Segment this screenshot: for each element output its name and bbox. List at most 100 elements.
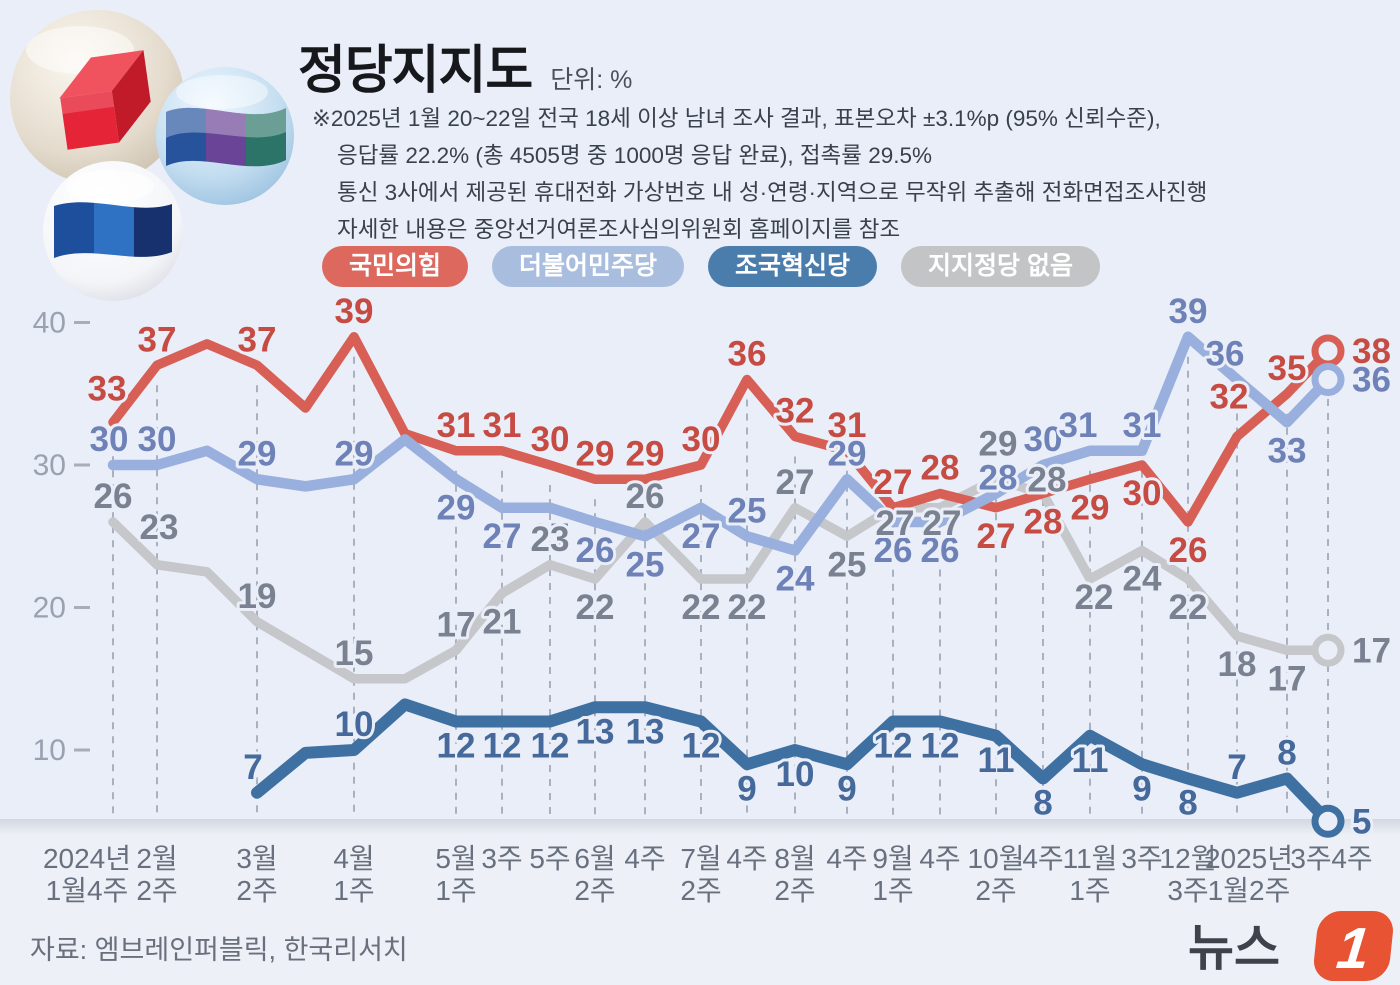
- svg-text:24: 24: [776, 560, 815, 599]
- svg-text:23: 23: [140, 508, 179, 547]
- svg-text:6월: 6월: [574, 843, 615, 874]
- header: 정당지지도 단위: %: [298, 28, 632, 103]
- svg-text:37: 37: [238, 320, 277, 359]
- svg-text:31: 31: [828, 406, 867, 445]
- svg-text:22: 22: [728, 588, 767, 627]
- svg-text:26: 26: [576, 531, 615, 570]
- svg-text:3주: 3주: [1121, 843, 1162, 874]
- source-credit: 자료: 엠브레인퍼블릭, 한국리서치: [30, 935, 408, 965]
- svg-text:26: 26: [921, 531, 960, 570]
- series-line-조국혁신당: [251, 698, 1334, 828]
- svg-text:3월: 3월: [236, 843, 277, 874]
- svg-text:2주: 2주: [136, 875, 177, 906]
- svg-text:29: 29: [335, 434, 374, 473]
- svg-text:9: 9: [737, 769, 756, 808]
- svg-text:2주: 2주: [774, 875, 815, 906]
- svg-text:39: 39: [335, 292, 374, 331]
- svg-text:12: 12: [531, 727, 570, 766]
- svg-text:8: 8: [1178, 784, 1197, 823]
- svg-text:5월: 5월: [435, 843, 476, 874]
- svg-text:17: 17: [1268, 659, 1307, 698]
- svg-text:5: 5: [1352, 802, 1371, 841]
- series-line-국민의힘: [108, 332, 1333, 527]
- svg-text:1월4주: 1월4주: [46, 875, 129, 906]
- svg-text:13: 13: [626, 712, 665, 751]
- svg-text:28: 28: [979, 459, 1018, 498]
- news1-logo-mark: 1: [1313, 911, 1393, 981]
- legend-pill-rkp: 조국혁신당: [708, 246, 878, 287]
- svg-text:12: 12: [483, 727, 522, 766]
- svg-text:38: 38: [1352, 332, 1391, 371]
- svg-text:12: 12: [921, 727, 960, 766]
- svg-text:4주: 4주: [826, 843, 867, 874]
- svg-text:1월2주: 1월2주: [1208, 875, 1291, 906]
- svg-text:28: 28: [921, 449, 960, 488]
- svg-text:25: 25: [728, 491, 767, 530]
- svg-text:26: 26: [94, 477, 133, 516]
- svg-text:19: 19: [238, 577, 277, 616]
- svg-text:30: 30: [138, 420, 177, 459]
- svg-text:22: 22: [576, 588, 615, 627]
- svg-text:13: 13: [576, 712, 615, 751]
- svg-text:25: 25: [626, 545, 665, 584]
- svg-text:12월: 12월: [1160, 843, 1217, 874]
- svg-text:11: 11: [1072, 741, 1109, 780]
- svg-text:31: 31: [1123, 406, 1162, 445]
- svg-text:4주: 4주: [919, 843, 960, 874]
- ppp-logo-badge: [10, 10, 184, 184]
- svg-text:3주: 3주: [1167, 875, 1208, 906]
- svg-text:29: 29: [437, 488, 476, 527]
- svg-text:33: 33: [88, 369, 127, 408]
- svg-text:27: 27: [923, 504, 962, 543]
- svg-text:10: 10: [776, 755, 815, 794]
- svg-text:7: 7: [1227, 748, 1246, 787]
- legend-pill-ppp: 국민의힘: [322, 246, 469, 287]
- news1-logo: 뉴스 1: [1188, 911, 1393, 981]
- news1-logo-text: 뉴스: [1188, 920, 1280, 976]
- svg-text:2주: 2주: [574, 875, 615, 906]
- svg-text:4주: 4주: [624, 843, 665, 874]
- svg-text:8: 8: [1277, 734, 1296, 773]
- svg-text:30: 30: [531, 420, 570, 459]
- svg-text:17: 17: [437, 605, 476, 644]
- svg-text:36: 36: [728, 335, 767, 374]
- bottom-label-area: [0, 835, 1400, 985]
- svg-text:29: 29: [828, 434, 867, 473]
- svg-text:40: 40: [33, 307, 66, 340]
- svg-text:4월: 4월: [333, 843, 374, 874]
- svg-text:4주: 4주: [1022, 843, 1063, 874]
- svg-text:37: 37: [138, 320, 177, 359]
- svg-text:23: 23: [531, 520, 570, 559]
- dp-flag-icon: [166, 107, 286, 167]
- series-line-더불어민주당: [107, 331, 1334, 556]
- svg-text:30: 30: [1123, 474, 1162, 513]
- svg-text:28: 28: [1028, 461, 1067, 500]
- svg-text:12: 12: [682, 727, 721, 766]
- svg-text:30: 30: [1024, 420, 1063, 459]
- svg-text:9: 9: [1132, 769, 1151, 808]
- svg-text:33: 33: [1268, 431, 1307, 470]
- legend-pill-dp: 더불어민주당: [492, 246, 685, 287]
- svg-text:2025년: 2025년: [1205, 843, 1293, 874]
- news1-logo-number: 1: [1334, 916, 1373, 981]
- svg-text:36: 36: [1352, 361, 1391, 400]
- svg-text:2월: 2월: [136, 843, 177, 874]
- svg-text:26: 26: [626, 477, 665, 516]
- svg-text:1주: 1주: [333, 875, 374, 906]
- rkp-flag-icon: [54, 202, 172, 258]
- svg-text:2주: 2주: [680, 875, 721, 906]
- svg-text:29: 29: [238, 434, 277, 473]
- svg-text:21: 21: [483, 602, 522, 641]
- svg-text:27: 27: [531, 517, 570, 556]
- svg-text:8월: 8월: [774, 843, 815, 874]
- svg-text:29: 29: [576, 434, 615, 473]
- svg-text:27: 27: [876, 504, 915, 543]
- svg-text:12: 12: [874, 727, 913, 766]
- svg-text:27: 27: [776, 463, 815, 502]
- svg-text:3주: 3주: [481, 843, 522, 874]
- svg-text:27: 27: [977, 517, 1016, 556]
- dp-logo-badge: [156, 67, 294, 205]
